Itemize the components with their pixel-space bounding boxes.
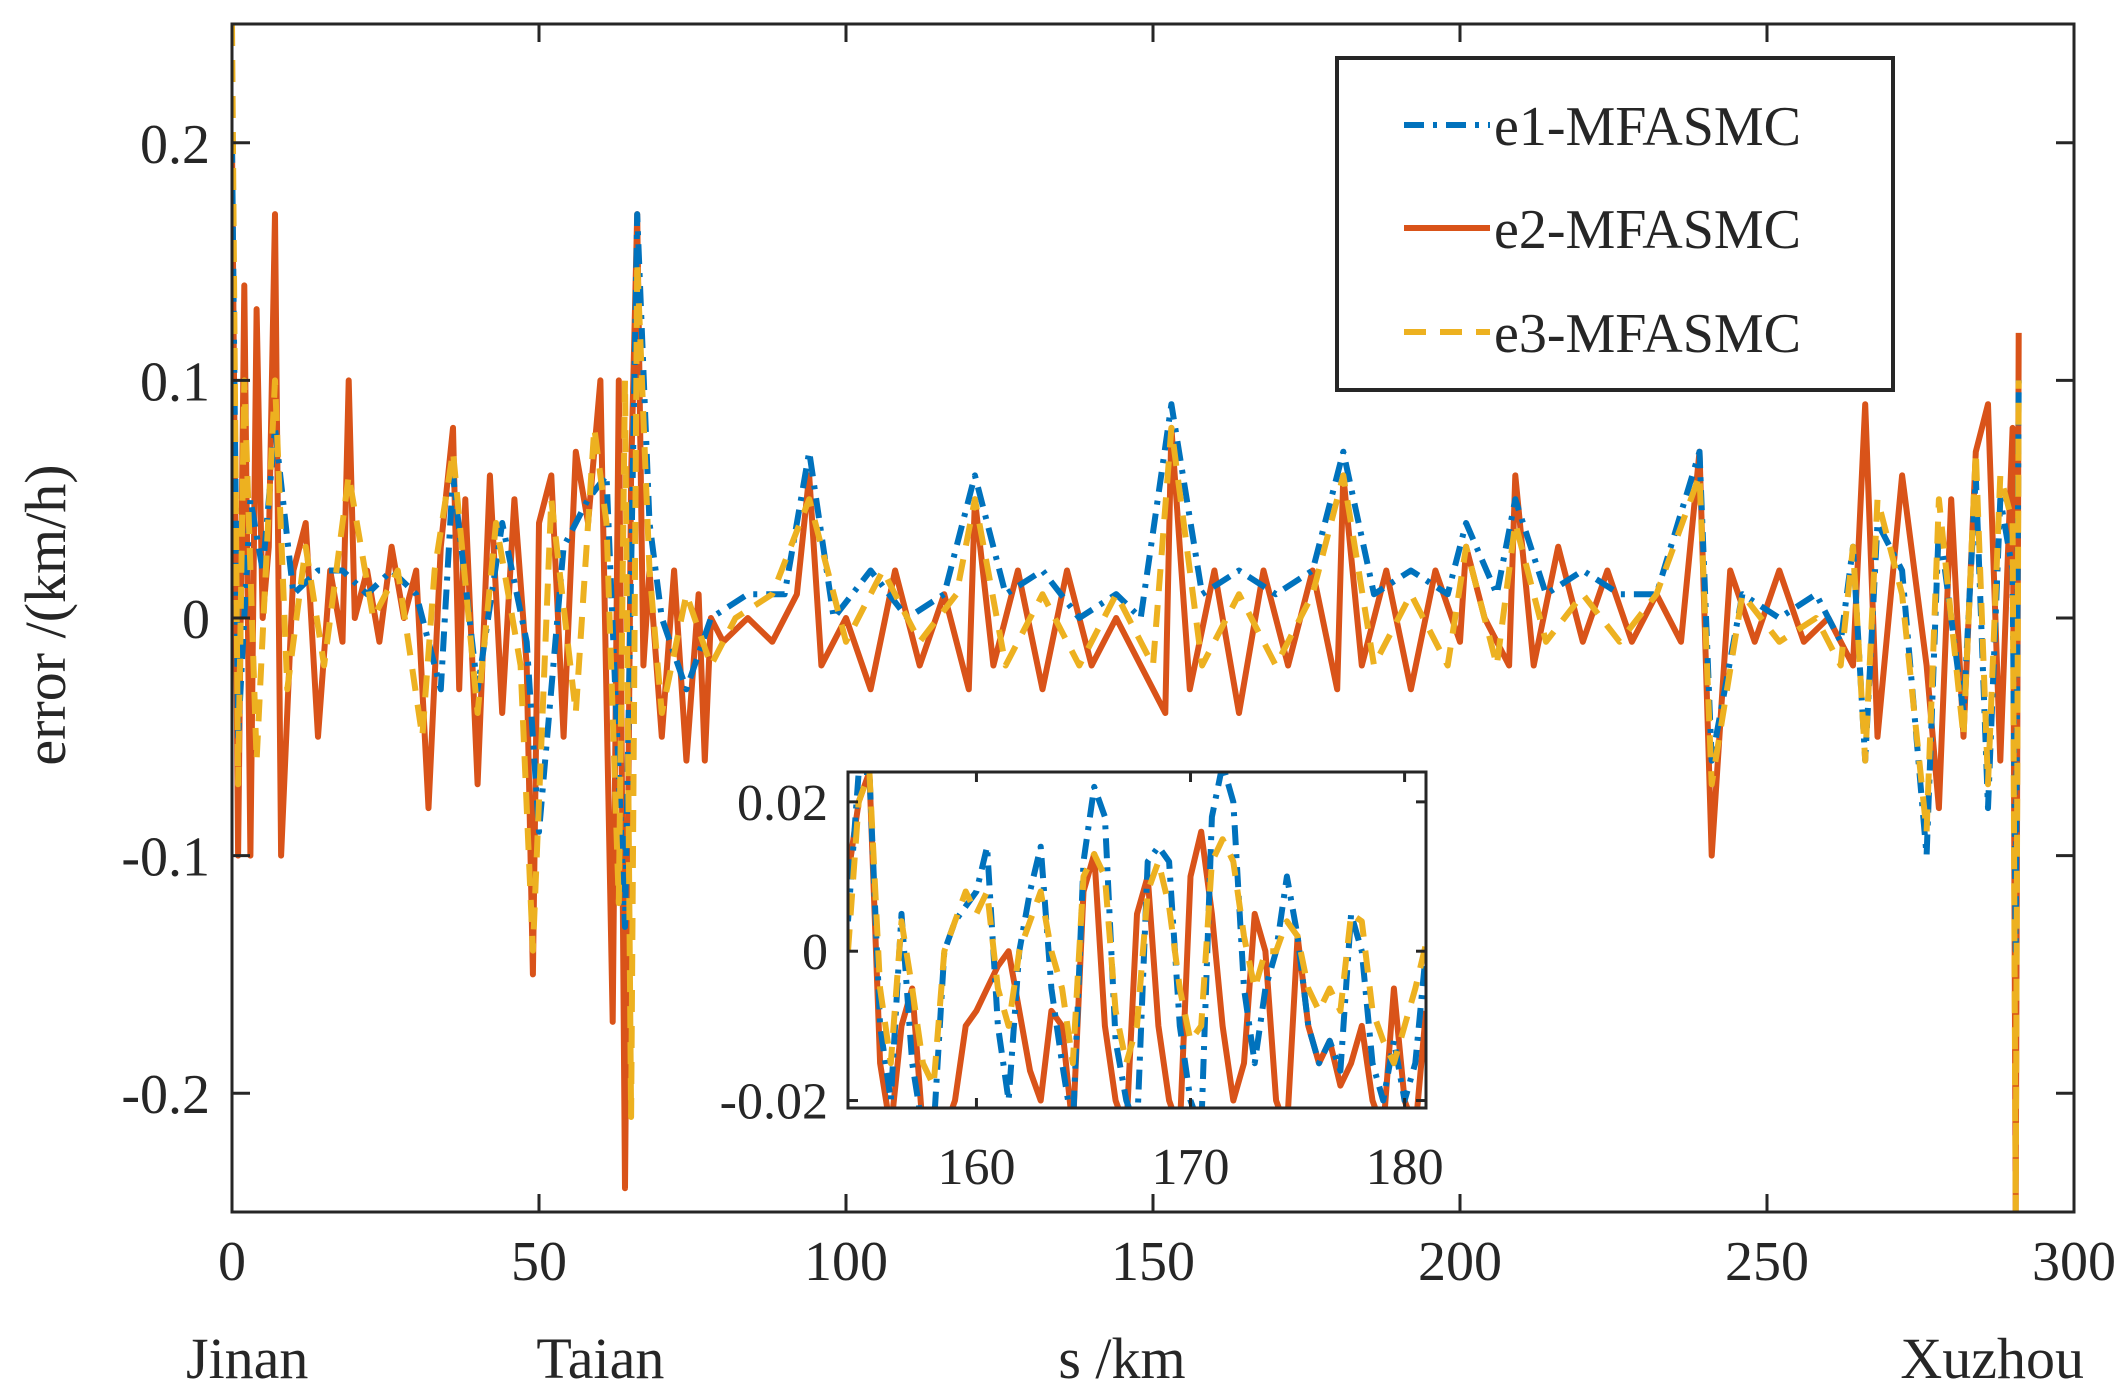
legend-label-e3: e3-MFASMC <box>1494 303 1801 365</box>
series-line-e2 <box>232 142 2022 1212</box>
y-tick-label: 0.2 <box>140 114 210 176</box>
inset-series-group <box>848 772 1426 1108</box>
x-axis-label: s /km <box>1058 1326 1185 1391</box>
legend-label-e2: e2-MFASMC <box>1494 199 1801 261</box>
legend: e1-MFASMC e2-MFASMC e3-MFASMC <box>1335 56 1895 392</box>
inset-x-tick-label: 160 <box>937 1139 1015 1196</box>
series-group <box>232 24 2022 1212</box>
main-plot: 0 50 100 150 200 250 300 -0.2 -0.1 0 0.1 0.2 Jinan Ta… <box>121 22 2116 1391</box>
x-tick-label: 150 <box>1111 1231 1195 1293</box>
inset-x-tick-label: 170 <box>1152 1139 1230 1196</box>
inset-line-e3 <box>848 772 1426 1089</box>
inset-y-tick-label: 0 <box>802 924 828 981</box>
x-tick-label: 200 <box>1418 1231 1502 1293</box>
x-tick-label: 250 <box>1725 1231 1809 1293</box>
y-axis-label: error /(km/h) <box>13 464 78 765</box>
inset-y-tick-label: 0.02 <box>737 775 828 832</box>
x-tick-label: 50 <box>511 1231 567 1293</box>
y-tick-label: -0.1 <box>121 827 210 889</box>
station-label-taian: Taian <box>536 1326 664 1391</box>
x-tick-label: 300 <box>2032 1231 2116 1293</box>
x-tick-label: 0 <box>218 1231 246 1293</box>
inset-y-tick-label: -0.02 <box>720 1074 828 1131</box>
y-tick-label: 0.1 <box>140 351 210 413</box>
station-label-jinan: Jinan <box>186 1326 308 1391</box>
y-tick-label: -0.2 <box>121 1064 210 1126</box>
inset-line-e1 <box>848 772 1426 1108</box>
x-tick-label: 100 <box>804 1231 888 1293</box>
station-label-xuzhou: Xuzhou <box>1900 1326 2084 1391</box>
series-line-e3 <box>232 24 2022 1212</box>
inset-frame <box>846 770 1428 1110</box>
inset-x-tick-label: 180 <box>1366 1139 1444 1196</box>
inset-plot: 160 170 180 -0.02 0 0.02 <box>720 770 1444 1196</box>
legend-box <box>1335 56 1895 392</box>
legend-label-e1: e1-MFASMC <box>1494 96 1801 158</box>
y-tick-label: 0 <box>182 589 210 651</box>
